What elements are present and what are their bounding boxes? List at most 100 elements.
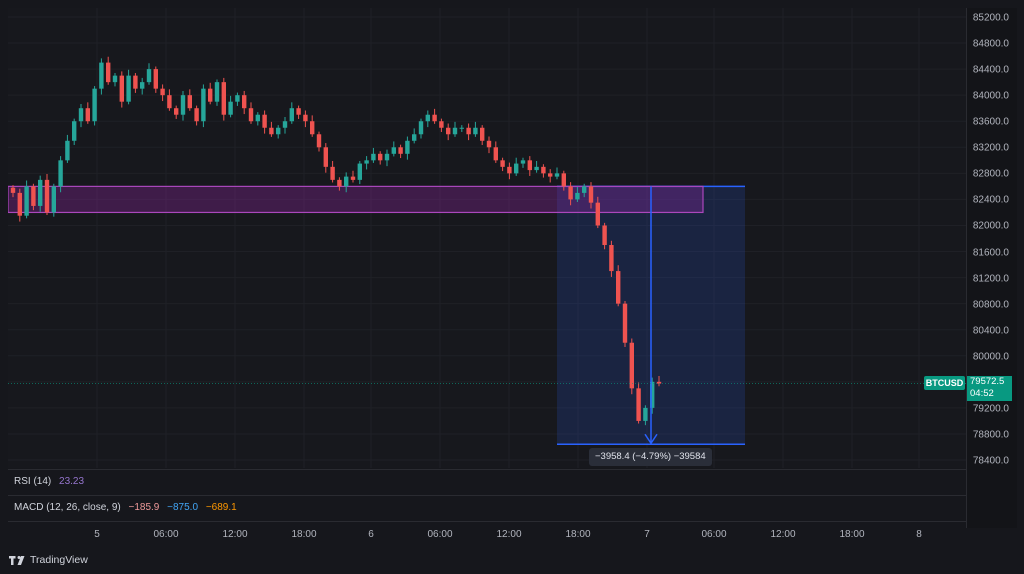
price-tick-label: 83600.0 xyxy=(972,116,1009,128)
candle xyxy=(126,75,131,102)
candle xyxy=(391,147,396,154)
candle xyxy=(112,75,118,83)
price-tick-label: 83200.0 xyxy=(972,142,1009,154)
candle xyxy=(146,69,152,83)
candle xyxy=(140,82,145,89)
candle xyxy=(378,153,383,161)
candle xyxy=(106,62,111,83)
price-axis[interactable]: 85200.0 84800.0 84400.0 84000.0 83600.0 83200… xyxy=(966,8,1017,528)
candle xyxy=(72,121,77,141)
candle xyxy=(548,173,553,177)
candle xyxy=(201,88,206,122)
candle xyxy=(160,88,165,96)
time-axis[interactable]: 5 06:00 12:00 18:00 6 06:00 12:00 18:00 7 06:00 12… xyxy=(8,521,966,547)
candle xyxy=(575,192,580,200)
price-tick-label: 80800.0 xyxy=(972,299,1009,311)
candle xyxy=(248,108,254,122)
time-tick-label: 18:00 xyxy=(565,529,591,540)
price-tick-label: 84400.0 xyxy=(972,64,1009,76)
time-tick-label: 12:00 xyxy=(222,529,248,540)
candle xyxy=(44,179,50,213)
candle xyxy=(255,114,260,122)
candle xyxy=(276,127,281,135)
candle xyxy=(595,202,600,226)
time-tick-label: 5 xyxy=(94,529,100,540)
candle xyxy=(364,160,369,164)
candle xyxy=(439,121,444,128)
candle xyxy=(520,160,526,164)
rsi-pane[interactable]: RSI (14) 23.23 xyxy=(8,469,966,495)
macd-label: MACD (12, 26, close, 9) xyxy=(14,502,121,513)
time-tick-label: 8 xyxy=(916,529,922,540)
candle xyxy=(180,95,186,115)
candle xyxy=(452,127,458,135)
candle xyxy=(357,163,362,180)
candle xyxy=(486,140,492,148)
price-tick-label: 80000.0 xyxy=(972,351,1009,363)
price-tick-label: 84000.0 xyxy=(972,90,1009,102)
candle xyxy=(208,88,213,102)
time-tick-label: 06:00 xyxy=(427,529,453,540)
candle xyxy=(507,166,512,174)
candle xyxy=(350,176,356,180)
candle xyxy=(38,179,43,206)
rsi-value: 23.23 xyxy=(59,476,85,487)
candle xyxy=(282,121,288,128)
last-price-value: 79572.5 xyxy=(970,376,1005,387)
price-chart[interactable] xyxy=(7,8,966,468)
candle xyxy=(31,186,36,206)
candle xyxy=(588,186,594,203)
time-tick-label: 7 xyxy=(644,529,650,540)
candle xyxy=(330,166,335,180)
candle xyxy=(65,140,70,161)
candle xyxy=(480,127,485,141)
candle xyxy=(554,173,560,177)
time-tick-label: 6 xyxy=(368,529,374,540)
candle xyxy=(534,166,539,171)
time-tick-label: 06:00 xyxy=(153,529,179,540)
candle xyxy=(636,388,641,421)
price-tick-label: 84800.0 xyxy=(972,38,1009,50)
time-tick-label: 12:00 xyxy=(496,529,522,540)
candle xyxy=(656,381,662,384)
candle xyxy=(24,186,29,216)
candle xyxy=(133,75,138,89)
candle xyxy=(221,82,226,115)
measure-label: −3958.4 (−4.79%) −39584 xyxy=(589,448,712,466)
candle xyxy=(493,147,498,161)
candle xyxy=(412,134,417,141)
time-tick-label: 12:00 xyxy=(770,529,796,540)
time-tick-label: 18:00 xyxy=(839,529,865,540)
tradingview-logo-icon xyxy=(9,556,25,565)
candle xyxy=(405,140,410,154)
candle xyxy=(78,108,84,122)
candle xyxy=(398,147,403,154)
time-tick-label: 18:00 xyxy=(291,529,317,540)
candle xyxy=(650,381,655,408)
candle xyxy=(500,160,505,167)
candle xyxy=(446,127,451,135)
candle xyxy=(622,303,628,343)
candle xyxy=(153,69,158,89)
bar-countdown: 04:52 xyxy=(970,388,994,399)
candle xyxy=(371,153,376,161)
brand-name: TradingView xyxy=(30,554,88,566)
candle xyxy=(643,407,648,421)
candle xyxy=(432,114,437,122)
candle xyxy=(561,173,566,187)
candle xyxy=(119,75,124,102)
price-tick-label: 78400.0 xyxy=(972,455,1009,467)
macd-pane[interactable]: MACD (12, 26, close, 9) −185.9 −875.0 −6… xyxy=(8,495,966,521)
candle xyxy=(425,114,430,122)
tradingview-brand[interactable]: TradingView xyxy=(8,552,88,568)
price-tick-label: 82000.0 xyxy=(972,220,1009,232)
candle xyxy=(459,127,464,129)
price-tick-label: 81200.0 xyxy=(972,273,1009,285)
measure-arrow-head xyxy=(644,433,658,445)
candle xyxy=(629,342,634,389)
candle xyxy=(214,82,220,102)
support-zone xyxy=(7,185,704,214)
candle xyxy=(92,88,97,122)
candle xyxy=(582,186,587,193)
chart-plot-area[interactable] xyxy=(7,8,966,468)
